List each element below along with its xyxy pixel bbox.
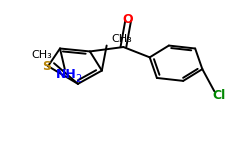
Text: O: O [123,13,134,26]
Text: CH₃: CH₃ [31,50,52,60]
Text: 2: 2 [75,74,81,84]
Text: S: S [42,60,51,73]
Text: NH: NH [56,69,76,81]
Text: Cl: Cl [212,89,226,102]
Text: CH₃: CH₃ [111,34,132,44]
